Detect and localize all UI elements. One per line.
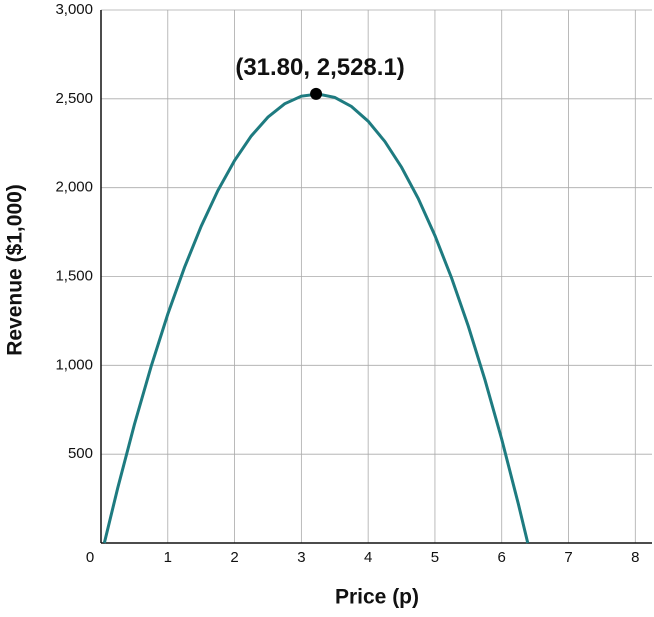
x-axis-title: Price (p): [335, 586, 419, 609]
x-tick-label: 2: [230, 549, 238, 566]
y-tick-label: 500: [68, 445, 93, 462]
x-tick-label: 0: [86, 549, 94, 566]
peak-marker: [310, 87, 323, 100]
x-tick-label: 3: [297, 549, 305, 566]
annotation: (31.80, 2,528.1): [235, 54, 404, 81]
y-tick-label: 1,500: [55, 267, 93, 284]
x-tick-label: 6: [498, 549, 506, 566]
x-tick-label: 1: [164, 549, 172, 566]
y-tick-label: 2,500: [55, 90, 93, 107]
y-tick-label: 2,000: [55, 179, 93, 196]
y-tick-label: 3,000: [55, 1, 93, 18]
y-tick-label: 1,000: [55, 356, 93, 373]
x-tick-label: 5: [431, 549, 439, 566]
x-tick-label: 8: [631, 549, 639, 566]
x-tick-label: 7: [564, 549, 572, 566]
x-tick-label: 4: [364, 549, 372, 566]
y-axis-title: Revenue ($1,000): [4, 184, 27, 356]
